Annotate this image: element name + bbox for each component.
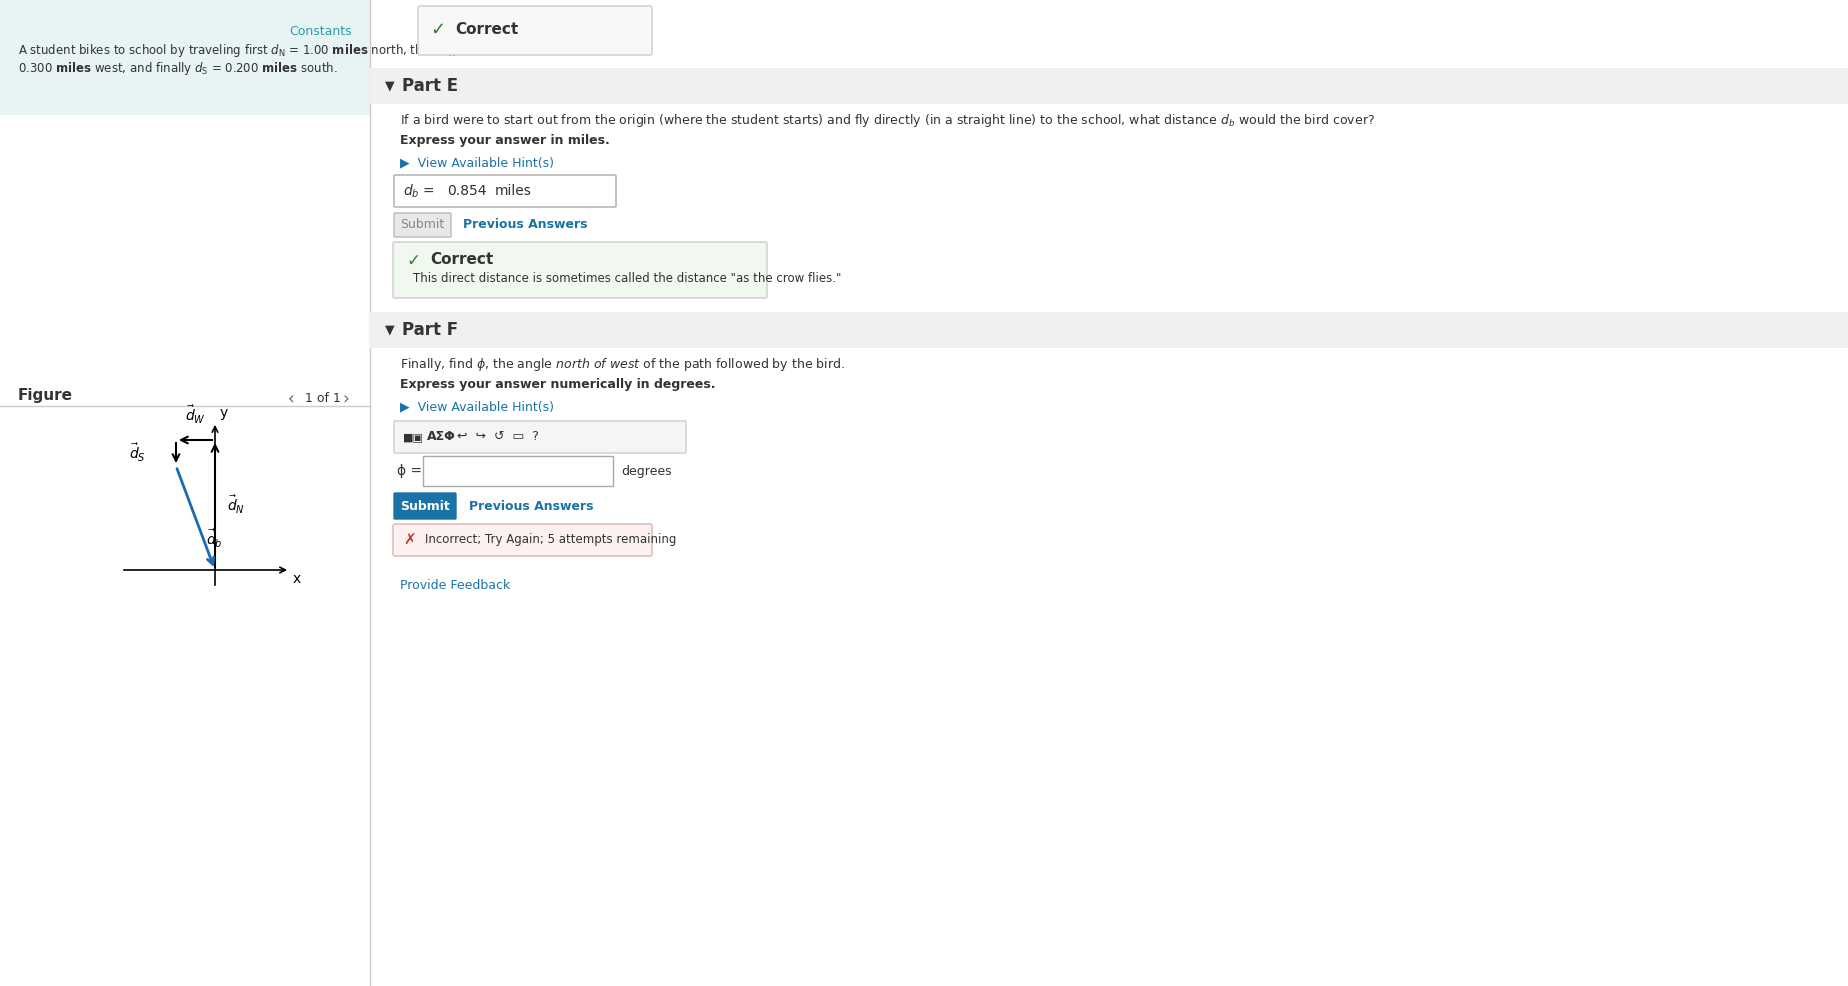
Bar bbox=[370, 68, 1848, 104]
Text: y: y bbox=[220, 406, 227, 420]
Text: ϕ =: ϕ = bbox=[397, 464, 421, 478]
Text: 1 of 1: 1 of 1 bbox=[305, 392, 340, 405]
Text: ✗: ✗ bbox=[403, 532, 416, 547]
Text: $\vec{d}_b$: $\vec{d}_b$ bbox=[205, 528, 222, 550]
Text: ▼: ▼ bbox=[384, 80, 394, 93]
Text: $d_b$ =: $d_b$ = bbox=[403, 182, 434, 200]
Text: Submit: Submit bbox=[399, 500, 449, 513]
Text: If a bird were to start out from the origin (where the student starts) and fly d: If a bird were to start out from the ori… bbox=[399, 112, 1375, 129]
FancyBboxPatch shape bbox=[394, 242, 767, 298]
Text: degrees: degrees bbox=[621, 464, 671, 477]
Text: Provide Feedback: Provide Feedback bbox=[399, 579, 510, 592]
FancyBboxPatch shape bbox=[394, 524, 652, 556]
Text: 0.300 $\bf{miles}$ west, and finally $d_{\rm S}$ = 0.200 $\bf{miles}$ south.: 0.300 $\bf{miles}$ west, and finally $d_… bbox=[18, 60, 338, 77]
Text: Correct: Correct bbox=[455, 23, 517, 37]
Text: miles: miles bbox=[495, 184, 532, 198]
Bar bbox=[423, 456, 614, 486]
Text: x: x bbox=[292, 572, 301, 586]
Text: Submit: Submit bbox=[399, 219, 444, 232]
Text: ›: › bbox=[342, 390, 349, 408]
Text: $\vec{d}_N$: $\vec{d}_N$ bbox=[227, 494, 244, 516]
Text: $\vec{d}_S$: $\vec{d}_S$ bbox=[129, 442, 146, 464]
Bar bbox=[0, 0, 370, 115]
Text: Previous Answers: Previous Answers bbox=[469, 500, 593, 513]
Text: Part F: Part F bbox=[401, 321, 458, 339]
FancyBboxPatch shape bbox=[394, 213, 451, 237]
Text: Previous Answers: Previous Answers bbox=[462, 219, 588, 232]
Text: ΑΣΦ: ΑΣΦ bbox=[427, 431, 455, 444]
Text: ▶  View Available Hint(s): ▶ View Available Hint(s) bbox=[399, 156, 554, 169]
Text: Finally, find $\phi$, the angle $\it{north\ of\ west}$ of the path followed by t: Finally, find $\phi$, the angle $\it{nor… bbox=[399, 356, 845, 373]
Text: Correct: Correct bbox=[431, 251, 493, 266]
Text: Express your answer numerically in degrees.: Express your answer numerically in degre… bbox=[399, 378, 715, 391]
Text: Figure: Figure bbox=[18, 388, 72, 403]
Text: 0.854: 0.854 bbox=[447, 184, 486, 198]
Text: ✓: ✓ bbox=[431, 21, 445, 39]
Text: ‹: ‹ bbox=[288, 390, 294, 408]
FancyBboxPatch shape bbox=[394, 493, 456, 519]
Text: $\vec{d}_W$: $\vec{d}_W$ bbox=[185, 404, 205, 426]
FancyBboxPatch shape bbox=[418, 6, 652, 55]
Text: This direct distance is sometimes called the distance "as the crow flies.": This direct distance is sometimes called… bbox=[412, 272, 841, 286]
Text: ▼: ▼ bbox=[384, 323, 394, 336]
Text: Incorrect; Try Again; 5 attempts remaining: Incorrect; Try Again; 5 attempts remaini… bbox=[425, 533, 676, 546]
Text: Express your answer in miles.: Express your answer in miles. bbox=[399, 134, 610, 147]
Text: Part E: Part E bbox=[401, 77, 458, 95]
Text: ▶  View Available Hint(s): ▶ View Available Hint(s) bbox=[399, 400, 554, 413]
Text: Constants: Constants bbox=[290, 25, 351, 38]
Text: A student bikes to school by traveling first $d_{\rm N}$ = 1.00 $\bf{miles}$ nor: A student bikes to school by traveling f… bbox=[18, 42, 471, 59]
Text: ✓: ✓ bbox=[407, 252, 419, 270]
FancyBboxPatch shape bbox=[394, 175, 615, 207]
Text: ■▣: ■▣ bbox=[403, 432, 423, 442]
FancyBboxPatch shape bbox=[394, 421, 686, 453]
Text: ↩  ↪  ↺  ▭  ?: ↩ ↪ ↺ ▭ ? bbox=[456, 431, 538, 444]
Bar bbox=[370, 312, 1848, 348]
